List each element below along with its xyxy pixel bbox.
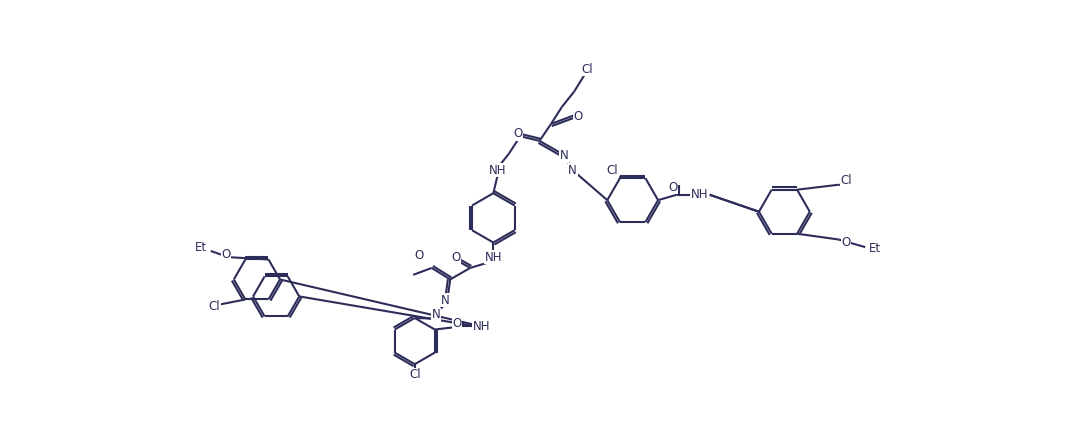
Text: O: O bbox=[842, 236, 850, 249]
Text: NH: NH bbox=[473, 320, 491, 333]
Text: Cl: Cl bbox=[606, 164, 618, 177]
Text: NH: NH bbox=[489, 164, 507, 177]
Text: O: O bbox=[514, 127, 522, 140]
Text: O: O bbox=[573, 110, 583, 123]
Text: Cl: Cl bbox=[582, 63, 593, 76]
Text: N: N bbox=[441, 294, 450, 307]
Text: Et: Et bbox=[870, 242, 882, 255]
Text: N: N bbox=[432, 308, 440, 321]
Text: NH: NH bbox=[484, 251, 502, 264]
Text: N: N bbox=[560, 149, 569, 162]
Text: O: O bbox=[221, 248, 231, 261]
Text: O: O bbox=[414, 249, 424, 262]
Text: O: O bbox=[452, 317, 462, 330]
Text: NH: NH bbox=[691, 188, 709, 201]
Text: O: O bbox=[451, 252, 461, 264]
Text: Et: Et bbox=[194, 242, 207, 254]
Text: Cl: Cl bbox=[841, 174, 851, 187]
Text: Cl: Cl bbox=[409, 368, 421, 382]
Text: O: O bbox=[668, 181, 678, 194]
Text: Cl: Cl bbox=[208, 300, 220, 313]
Text: N: N bbox=[569, 164, 577, 177]
